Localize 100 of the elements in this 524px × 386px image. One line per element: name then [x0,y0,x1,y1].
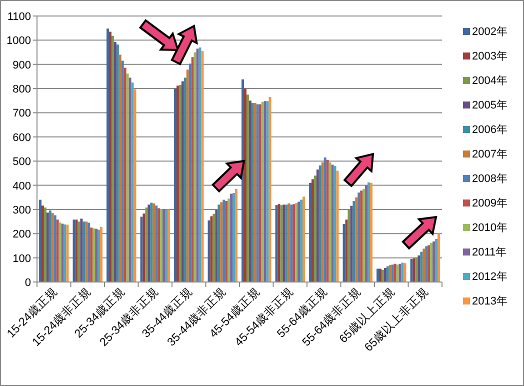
bar [124,68,126,282]
legend-label: 2003年 [472,50,508,62]
bar [318,165,322,282]
y-tick-label: 600 [12,132,31,144]
bar [398,264,402,282]
bar [80,218,83,282]
bar [242,79,244,282]
bar [370,182,372,282]
legend-label: 2002年 [472,26,508,38]
bar [194,52,196,282]
bar [126,74,129,282]
bar [428,245,430,282]
bar [362,188,366,282]
bar [381,270,384,282]
bar [394,264,396,282]
bar [235,188,238,282]
bar [248,100,252,282]
bar [121,60,124,282]
bar [379,268,382,282]
bar [64,224,66,282]
bar [391,264,394,282]
bar [228,198,230,282]
legend-label: 2008年 [472,173,508,185]
bar [145,208,148,282]
bar [165,209,168,282]
legend-label: 2005年 [472,100,508,112]
bar [42,206,44,282]
bar [376,268,379,282]
bar [285,204,288,282]
bar [331,164,334,282]
bar [435,238,438,282]
bar [244,88,246,282]
bar [432,241,436,282]
bar [288,203,290,282]
bar [232,193,235,282]
bar [261,102,264,282]
bar [410,259,413,282]
bar [326,160,329,282]
bar [155,206,158,282]
legend-label: 2009年 [472,198,508,210]
bar [256,104,259,282]
legend-label: 2013年 [472,296,508,308]
bar [215,210,218,282]
bar [384,268,386,282]
bar [85,222,88,282]
bar [148,204,150,282]
bar [352,200,356,282]
bar [158,208,160,282]
bar [251,103,254,282]
bar [386,266,389,282]
y-tick-label: 300 [12,204,31,216]
bar [430,242,433,282]
bar [152,203,156,282]
bar [321,162,324,282]
y-tick-label: 200 [12,228,31,241]
bar [128,78,132,282]
bar [131,82,134,282]
bar [88,222,90,282]
bar [51,213,54,282]
bar [355,197,358,282]
bar [56,220,59,282]
bar [254,103,256,282]
bar [72,220,76,282]
bar [116,44,119,282]
bar [111,36,114,282]
bar [54,215,56,282]
bar [92,228,96,282]
legend-label: 2007年 [472,148,508,160]
bar [114,42,116,282]
bar [290,204,293,282]
bar [150,202,153,282]
legend-label: 2004年 [472,75,508,87]
bar [225,200,228,282]
bar [48,210,52,282]
bar [106,28,109,282]
bar [258,104,262,282]
bar [208,220,210,282]
bar [401,262,404,282]
bar [196,48,199,282]
bar [90,228,93,282]
bar [348,209,350,282]
bar [334,166,336,282]
bar [39,200,42,282]
bar [415,257,418,282]
bar [420,252,423,282]
bar [46,212,49,282]
bar [191,57,194,282]
bar [422,248,426,282]
y-tick-label: 400 [12,180,31,192]
bar [368,182,370,282]
bar [78,222,80,282]
bar [298,202,300,282]
bar [309,182,312,282]
y-tick-label: 0 [24,277,31,289]
bar [438,234,440,282]
bar [181,81,184,282]
bar [295,203,298,282]
bar [316,170,319,282]
bar [396,264,399,282]
bar [266,101,269,282]
